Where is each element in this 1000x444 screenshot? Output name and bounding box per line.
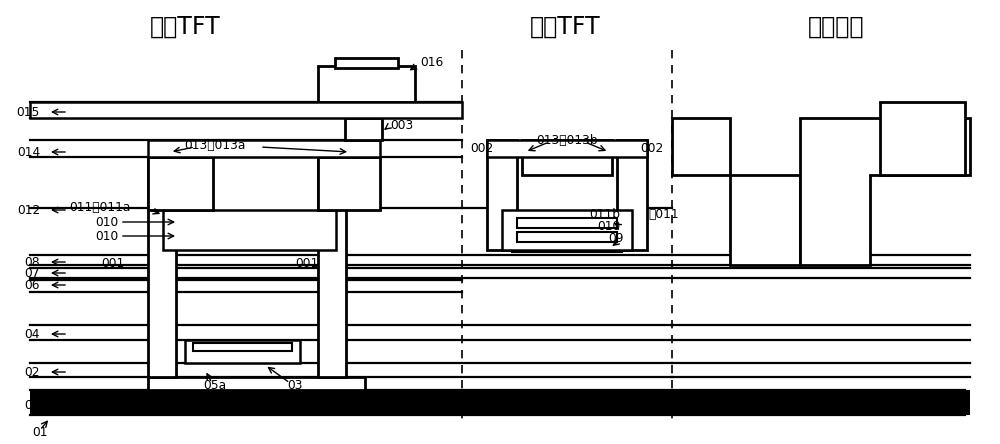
- Bar: [148, 157, 213, 210]
- Bar: [185, 340, 300, 363]
- Text: 015: 015: [17, 106, 40, 119]
- Text: 05: 05: [207, 393, 223, 407]
- Bar: [318, 66, 415, 102]
- Text: 02: 02: [24, 365, 40, 378]
- Bar: [148, 157, 176, 377]
- Text: 07: 07: [24, 266, 40, 280]
- Bar: [193, 343, 292, 351]
- Bar: [318, 157, 346, 377]
- Text: 001: 001: [101, 257, 125, 270]
- Text: 05a: 05a: [203, 378, 227, 392]
- Text: 003: 003: [390, 119, 413, 131]
- Bar: [30, 390, 970, 415]
- Bar: [163, 210, 336, 250]
- Text: 01: 01: [32, 425, 48, 439]
- Text: 002: 002: [470, 142, 494, 155]
- Bar: [522, 140, 612, 175]
- Text: 引线区域: 引线区域: [808, 15, 864, 39]
- Bar: [148, 140, 380, 157]
- Bar: [517, 232, 617, 242]
- Text: 驱动TFT: 驱动TFT: [150, 15, 220, 39]
- Text: 013－013a: 013－013a: [184, 139, 246, 151]
- Bar: [880, 102, 965, 175]
- Bar: [177, 218, 318, 228]
- Text: 013－013b: 013－013b: [536, 134, 598, 147]
- Text: 08: 08: [24, 255, 40, 269]
- Bar: [30, 102, 462, 118]
- Text: 014: 014: [17, 146, 40, 159]
- Polygon shape: [672, 118, 730, 175]
- Polygon shape: [800, 118, 970, 265]
- Bar: [517, 218, 617, 228]
- Text: 01: 01: [24, 399, 40, 412]
- Text: 016: 016: [420, 56, 443, 70]
- Text: 010: 010: [95, 230, 118, 242]
- Text: －011: －011: [648, 207, 679, 221]
- Bar: [318, 157, 380, 210]
- Text: 03: 03: [287, 378, 303, 392]
- Text: 011b: 011b: [589, 207, 620, 221]
- Text: 04: 04: [24, 328, 40, 341]
- Text: 06: 06: [24, 278, 40, 292]
- Text: 012: 012: [17, 203, 40, 217]
- Bar: [148, 377, 365, 390]
- Text: 010: 010: [597, 219, 620, 233]
- Bar: [335, 58, 398, 68]
- Text: 开关TFT: 开关TFT: [530, 15, 600, 39]
- Text: 001: 001: [295, 257, 319, 270]
- Text: 002: 002: [640, 142, 664, 155]
- Bar: [617, 140, 647, 250]
- Bar: [487, 140, 647, 157]
- Bar: [345, 118, 382, 140]
- Text: 011－011a: 011－011a: [69, 201, 131, 214]
- Polygon shape: [730, 175, 800, 265]
- Bar: [177, 232, 318, 242]
- Text: 09: 09: [608, 231, 624, 245]
- Text: 010: 010: [95, 215, 118, 229]
- Bar: [502, 210, 632, 250]
- Bar: [487, 140, 517, 250]
